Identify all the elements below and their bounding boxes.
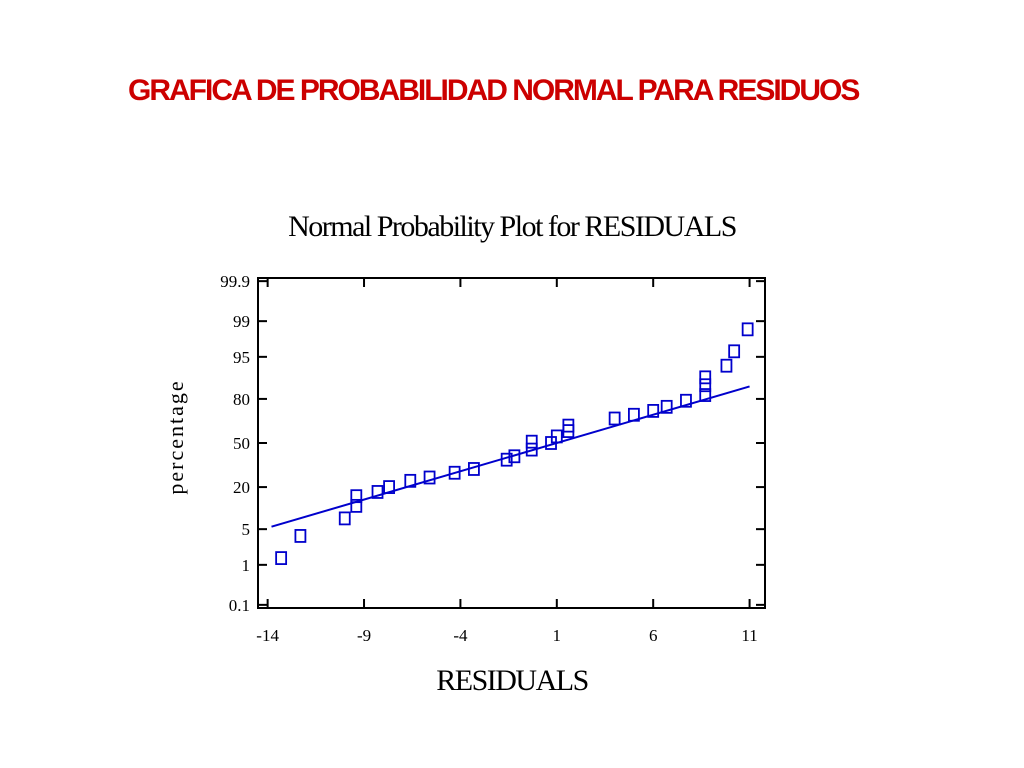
x-axis-tick-labels: -14 -9 -4 1 6 11 [256,626,757,645]
data-point [562,418,575,433]
data-point [423,470,436,485]
x-tick-label: 1 [553,626,562,645]
x-axis-ticks [266,278,751,608]
data-point [647,404,660,418]
data-point [468,462,480,476]
y-tick-label: 99.9 [220,272,250,291]
y-axis-label: percentage [163,379,188,494]
data-point [371,485,384,499]
data-point [383,480,395,494]
data-point [508,449,521,464]
x-axis-label: RESIDUALS [436,664,588,697]
x-tick-label: 11 [741,626,757,645]
chart-title: Normal Probability Plot for RESIDUALS [288,210,736,243]
data-points [275,322,754,565]
data-point [338,511,351,526]
data-point [500,452,513,467]
data-point [525,434,538,449]
data-point [699,370,712,385]
data-point [350,498,363,513]
data-point [720,358,733,373]
data-point [294,529,307,543]
y-axis-ticks [258,280,765,606]
y-tick-label: 80 [233,390,250,409]
data-point [699,378,712,393]
data-point [550,429,563,444]
x-tick-label: -4 [453,626,468,645]
y-tick-label: 20 [233,478,250,497]
y-tick-label: 50 [233,434,250,453]
y-tick-label: 5 [242,520,251,539]
slide-title: GRAFICA DE PROBABILIDAD NORMAL PARA RESI… [128,74,860,107]
y-tick-label: 0.1 [229,596,250,615]
data-point [608,411,621,426]
data-point [448,465,461,480]
data-point [628,407,640,422]
y-axis-tick-labels: 0.1 1 5 20 50 80 95 99 99.9 [220,272,250,615]
x-tick-label: -9 [357,626,371,645]
y-tick-label: 99 [233,312,250,331]
y-tick-label: 1 [242,556,251,575]
data-point [728,344,741,359]
plot-area-frame [257,277,766,609]
data-point [525,442,538,457]
fit-line [271,385,750,528]
data-point [699,388,712,402]
data-point [680,393,692,408]
data-point [275,551,288,565]
x-tick-label: -14 [256,626,279,645]
data-point [741,322,754,337]
y-tick-label: 95 [233,348,250,367]
x-tick-label: 6 [649,626,658,645]
data-point [404,473,417,488]
data-point [350,489,363,504]
data-point [660,399,673,414]
